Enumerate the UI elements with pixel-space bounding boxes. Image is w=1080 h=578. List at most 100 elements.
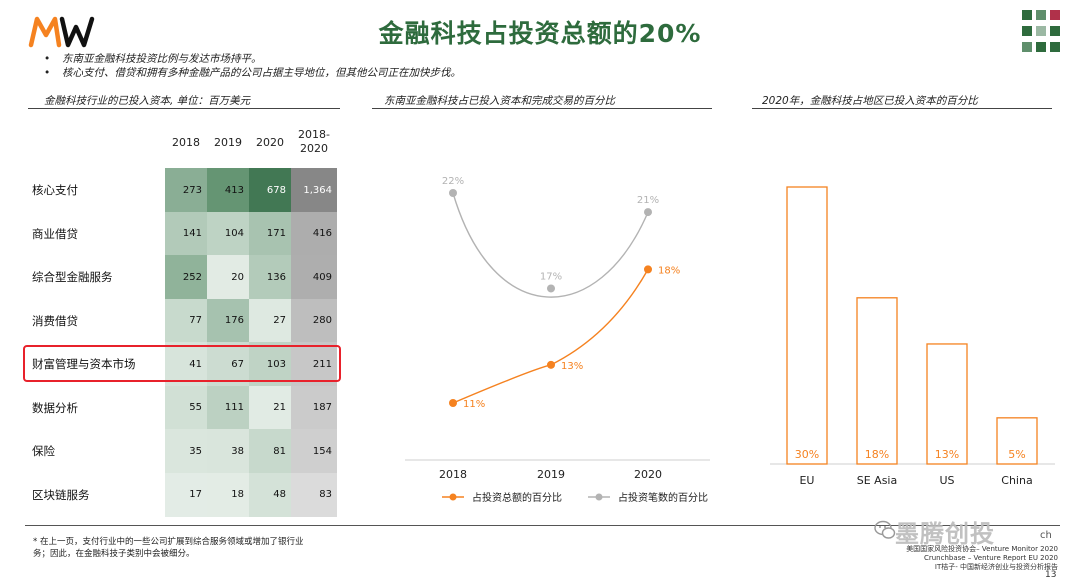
highlight-box [23,345,341,382]
data-label: 13% [561,361,583,372]
page-title: 金融科技占投资总额的20% [378,19,702,48]
legend-label: 占投资笔数的百分比 [618,491,708,504]
data-label: 22% [442,176,464,187]
bar-value-label: 30% [795,448,819,461]
heatmap-cell: 27 [249,298,291,343]
column-header-line: 2020 [300,142,328,155]
sources: 美国国家风险投资协会– Venture Monitor 2020 Crunchb… [906,545,1058,572]
heatmap-cell: 104 [207,211,249,256]
heatmap-cell: 41 [165,342,207,386]
row-label: 核心支付 [32,183,78,197]
heatmap-cell: 176 [207,298,249,343]
x-tick-label: 2020 [634,468,662,481]
heatmap-cell: 81 [249,429,291,473]
heatmap-cell: 18 [207,472,249,517]
wechat-icon [874,520,896,539]
footnote-line: * 在上一页，支付行业中的一些公司扩展到综合服务领域或增加了银行业 [33,537,304,547]
heatmap-cell: 20 [207,255,249,299]
bullet-item: 东南亚金融科技投资比例与发达市场持平。 [44,52,461,66]
row-label: 商业借贷 [32,226,78,241]
data-label: 11% [463,399,485,410]
column-header-line: 2020 [256,136,284,149]
column-header: 2018 [165,136,207,150]
heatmap-cell: 35 [165,429,207,473]
series-line [452,192,649,298]
divider [28,108,340,109]
row-label: 综合型金融服务 [32,270,113,284]
footnote: * 在上一页，支付行业中的一些公司扩展到综合服务领域或增加了银行业 务；因此，在… [33,536,303,560]
heatmap-cell: 154 [291,429,337,473]
source-line: Crunchbase – Venture Report EU 2020 [923,554,1058,562]
data-point [644,208,652,217]
bar-chart: 30% EU 18% SE Asia 13% US 5% China [770,186,1055,487]
line-chart: 2018 2019 2020 11% 13% 18% 22% 17% 21% 占投资总额的百分比 占… [405,176,710,504]
data-point [449,189,457,197]
heatmap-cell: 187 [291,385,337,430]
x-tick-label: EU [799,474,814,487]
heatmap-cell: 77 [165,298,207,343]
bar-value-label: 5% [1008,448,1025,461]
heatmap-cell: 413 [207,168,249,212]
data-point [547,360,555,369]
x-tick-label: SE Asia [857,474,897,487]
x-tick-label: 2019 [537,468,565,481]
x-tick-label: China [1001,474,1032,487]
bar [786,186,828,465]
divider [752,108,1052,109]
heatmap-cell: 171 [249,211,291,256]
legend-marker [595,493,603,501]
column-header-line: 2018- [298,128,330,141]
heatmap-cell: 416 [291,211,337,256]
data-point [644,265,652,274]
x-tick-label: US [939,474,954,487]
heatmap-cell: 83 [291,472,337,517]
column-header-line: 2019 [214,136,242,149]
caption-bar-chart: 2020年，金融科技占地区已投入资本的百分比 [762,95,978,107]
data-point [449,399,457,407]
heatmap-cell: 252 [165,255,207,299]
heatmap-cell: 48 [249,472,291,517]
heatmap-cell: 678 [249,168,291,212]
data-label: 21% [637,195,659,206]
bar [996,417,1038,465]
heatmap-cell: 111 [207,385,249,430]
data-label: 17% [540,271,562,282]
footnote-line: 务；因此，在金融科技子类别中会被细分。 [33,549,195,559]
heatmap-cell: 273 [165,168,207,212]
source-line: 美国国家风险投资协会– Venture Monitor 2020 [906,545,1058,553]
heatmap-cell: 38 [207,429,249,473]
watermark-text: 墨腾创投 [895,520,995,548]
caption-line-chart: 东南亚金融科技占已投入资本和完成交易的百分比 [384,95,615,107]
summary-bullets: 东南亚金融科技投资比例与发达市场持平。 核心支付、借贷和拥有多种金融产品的公司占… [44,52,461,80]
row-label: 区块链服务 [32,487,90,502]
heatmap-cell: 280 [291,298,337,343]
heatmap-cell: 17 [165,472,207,517]
watermark-suffix: ch [1040,530,1052,541]
divider [25,525,1060,526]
heatmap-cell: 1,364 [291,168,337,212]
column-header: 2020 [249,136,291,150]
row-label: 数据分析 [32,400,78,415]
bar [856,297,898,465]
row-label: 消费借贷 [32,313,78,328]
heatmap-cell: 103 [249,342,291,386]
source-line: IT桔子- 中国新经济创业与投资分析报告 [934,563,1058,571]
bar-value-label: 13% [935,448,959,461]
column-header: 2019 [207,136,249,150]
divider [372,108,712,109]
row-label: 保险 [32,444,55,458]
heatmap-cell: 409 [291,255,337,299]
bar-value-label: 18% [865,448,889,461]
brand-squares-icon [1022,10,1060,52]
bar [926,343,968,465]
bullet-item: 核心支付、借贷和拥有多种金融产品的公司占据主导地位，但其他公司正在加快步伐。 [44,66,461,80]
heatmap-cell: 21 [249,385,291,430]
page-number: 13 [1045,570,1057,578]
legend-label: 占投资总额的百分比 [472,491,562,504]
caption-heatmap: 金融科技行业的已投入资本, 单位：百万美元 [44,95,251,107]
data-point [547,284,555,293]
column-header-line: 2018 [172,136,200,149]
heatmap-cell: 67 [207,342,249,386]
heatmap-cell: 141 [165,211,207,256]
heatmap-cell: 136 [249,255,291,299]
